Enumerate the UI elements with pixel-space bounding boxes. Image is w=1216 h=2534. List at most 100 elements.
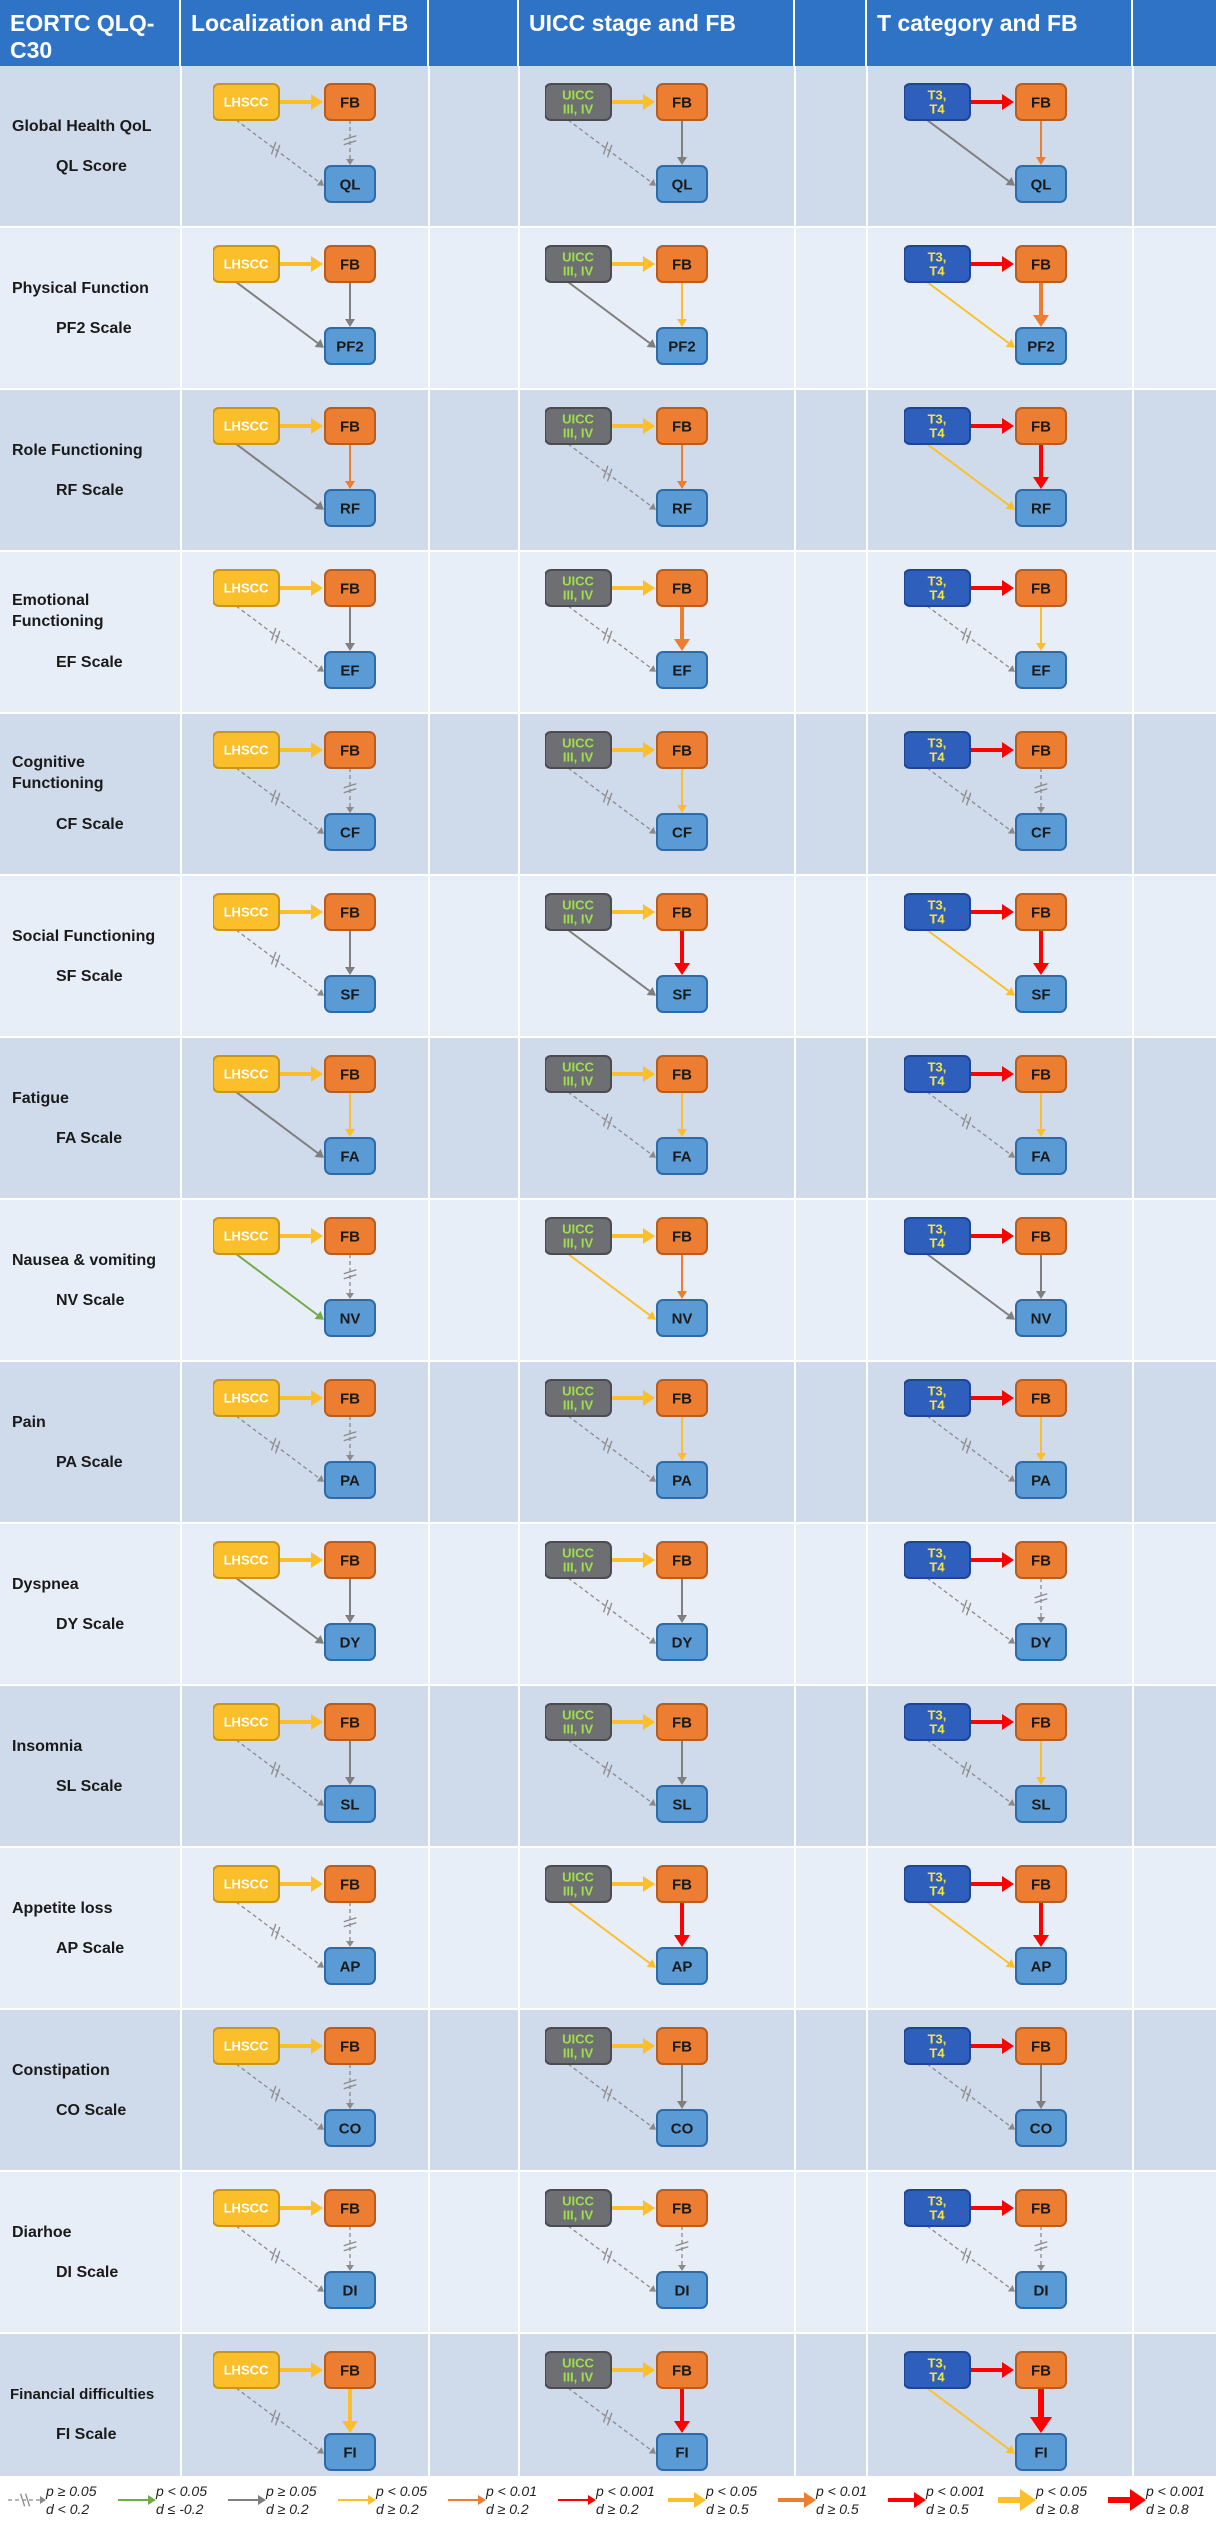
column-divider: [180, 876, 182, 1036]
column-divider: [866, 1038, 868, 1198]
node-outcome-text: AP: [672, 1958, 693, 1975]
node-t-category-text: T3,: [928, 1060, 947, 1075]
node-outcome: CO: [1015, 2109, 1067, 2147]
arrow-source-to-outcome: [567, 929, 656, 996]
node-fb-text: FB: [1031, 1552, 1051, 1569]
column-divider: [794, 1362, 796, 1522]
header-empty-3: [1133, 0, 1216, 66]
path-diagram-1: LHSCC FB PA: [213, 1379, 376, 1499]
arrow-source-to-fb: [611, 2038, 655, 2054]
legend-p: p < 0.05: [1036, 2483, 1087, 2499]
arrow-fb-to-outcome: [677, 1740, 687, 1785]
node-outcome-text: DI: [343, 2282, 358, 2299]
column-divider: [518, 66, 520, 226]
row-label: Fatigue: [12, 1090, 69, 1107]
node-fb-text: FB: [672, 2200, 692, 2217]
node-t-category-text: T4: [929, 1397, 945, 1412]
node-outcome-text: CF: [1031, 824, 1051, 841]
path-diagram-1: LHSCC FB EF: [213, 569, 376, 689]
node-outcome: PA: [1015, 1461, 1067, 1499]
node-outcome-text: AP: [340, 1958, 361, 1975]
column-divider: [794, 1200, 796, 1360]
arrow-source-to-outcome: [567, 1091, 656, 1158]
node-fb-text: FB: [672, 1066, 692, 1083]
arrow-source-to-outcome: [567, 1253, 656, 1320]
node-fb-text: FB: [340, 1714, 360, 1731]
column-divider: [794, 876, 796, 1036]
column-divider: [794, 1038, 796, 1198]
column-divider: [180, 1524, 182, 1684]
node-fb: FB: [324, 2189, 376, 2227]
legend-arrow: [118, 2495, 156, 2505]
node-t-category-text: T4: [929, 263, 945, 278]
node-outcome-text: SF: [1031, 986, 1050, 1003]
node-uicc-text: III, IV: [563, 2369, 594, 2384]
row-scale: SL Scale: [56, 1778, 123, 1795]
arrow-source-to-fb: [970, 2038, 1014, 2054]
node-lhscc: LHSCC: [213, 1865, 280, 1903]
arrow-source-to-outcome: [926, 2387, 1015, 2454]
node-fb-text: FB: [340, 742, 360, 759]
node-outcome: RF: [324, 489, 376, 527]
node-fb-text: FB: [672, 742, 692, 759]
arrow-fb-to-outcome: [342, 2388, 358, 2433]
column-divider: [428, 2010, 430, 2170]
arrow-source-to-outcome: [235, 443, 324, 510]
legend-d: d ≥ 0.5: [816, 2501, 859, 2517]
node-uicc-text: III, IV: [563, 1073, 594, 1088]
node-fb-text: FB: [672, 1390, 692, 1407]
arrow-fb-to-outcome: [1034, 1578, 1048, 1623]
path-diagram-3: T3,T4 FB FI: [904, 2351, 1067, 2471]
node-t-category: T3,T4: [904, 2027, 971, 2065]
arrow-fb-to-outcome: [1033, 444, 1049, 489]
arrow-fb-to-outcome: [343, 1254, 357, 1299]
column-divider: [1132, 390, 1134, 550]
column-divider: [180, 390, 182, 550]
node-outcome-text: DY: [340, 1634, 361, 1651]
node-outcome-text: PA: [1031, 1472, 1051, 1489]
node-uicc-text: III, IV: [563, 1721, 594, 1736]
row-fi: Financial difficulties FI Scale LHSCC FB FI U…: [0, 2334, 1216, 2496]
arrow-source-to-outcome: [235, 767, 324, 834]
node-uicc-text: UICC: [562, 736, 594, 751]
node-t-category-text: T3,: [928, 898, 947, 913]
node-outcome-text: PA: [340, 1472, 360, 1489]
legend-p: p < 0.001: [596, 2483, 655, 2499]
node-fb-text: FB: [1031, 94, 1051, 111]
node-outcome-text: CF: [672, 824, 692, 841]
node-uicc-text: III, IV: [563, 1235, 594, 1250]
node-t-category: T3,T4: [904, 1055, 971, 1093]
column-divider: [518, 714, 520, 874]
row-label: Financial difficulties: [10, 2386, 155, 2403]
header-tcat: T category and FB: [867, 0, 1133, 66]
arrow-source-to-fb: [279, 1714, 323, 1730]
column-divider: [794, 390, 796, 550]
node-outcome-text: PF2: [668, 338, 696, 355]
node-outcome: FA: [1015, 1137, 1067, 1175]
row-label: Nausea & vomiting: [12, 1252, 157, 1269]
node-outcome: RF: [656, 489, 708, 527]
node-fb: FB: [324, 407, 376, 445]
column-divider: [794, 66, 796, 226]
arrow-source-to-fb: [279, 1552, 323, 1568]
legend-p: p < 0.05: [706, 2483, 757, 2499]
arrow-source-to-outcome: [567, 443, 656, 510]
row-ef: Emotional Functioning EF Scale LHSCC FB EF UI…: [0, 552, 1216, 714]
column-divider: [1132, 1038, 1134, 1198]
node-outcome-text: CO: [671, 2120, 694, 2137]
node-fb-text: FB: [672, 1876, 692, 1893]
column-divider: [866, 1200, 868, 1360]
node-fb: FB: [324, 1379, 376, 1417]
legend-p: p < 0.01: [816, 2483, 867, 2499]
column-divider: [180, 1686, 182, 1846]
arrow-source-to-fb: [970, 1228, 1014, 1244]
node-outcome: PF2: [1015, 327, 1067, 365]
node-fb-text: FB: [672, 904, 692, 921]
node-t-category-text: T3,: [928, 574, 947, 589]
node-outcome: QL: [324, 165, 376, 203]
legend-arrow-shape: [558, 2495, 596, 2505]
